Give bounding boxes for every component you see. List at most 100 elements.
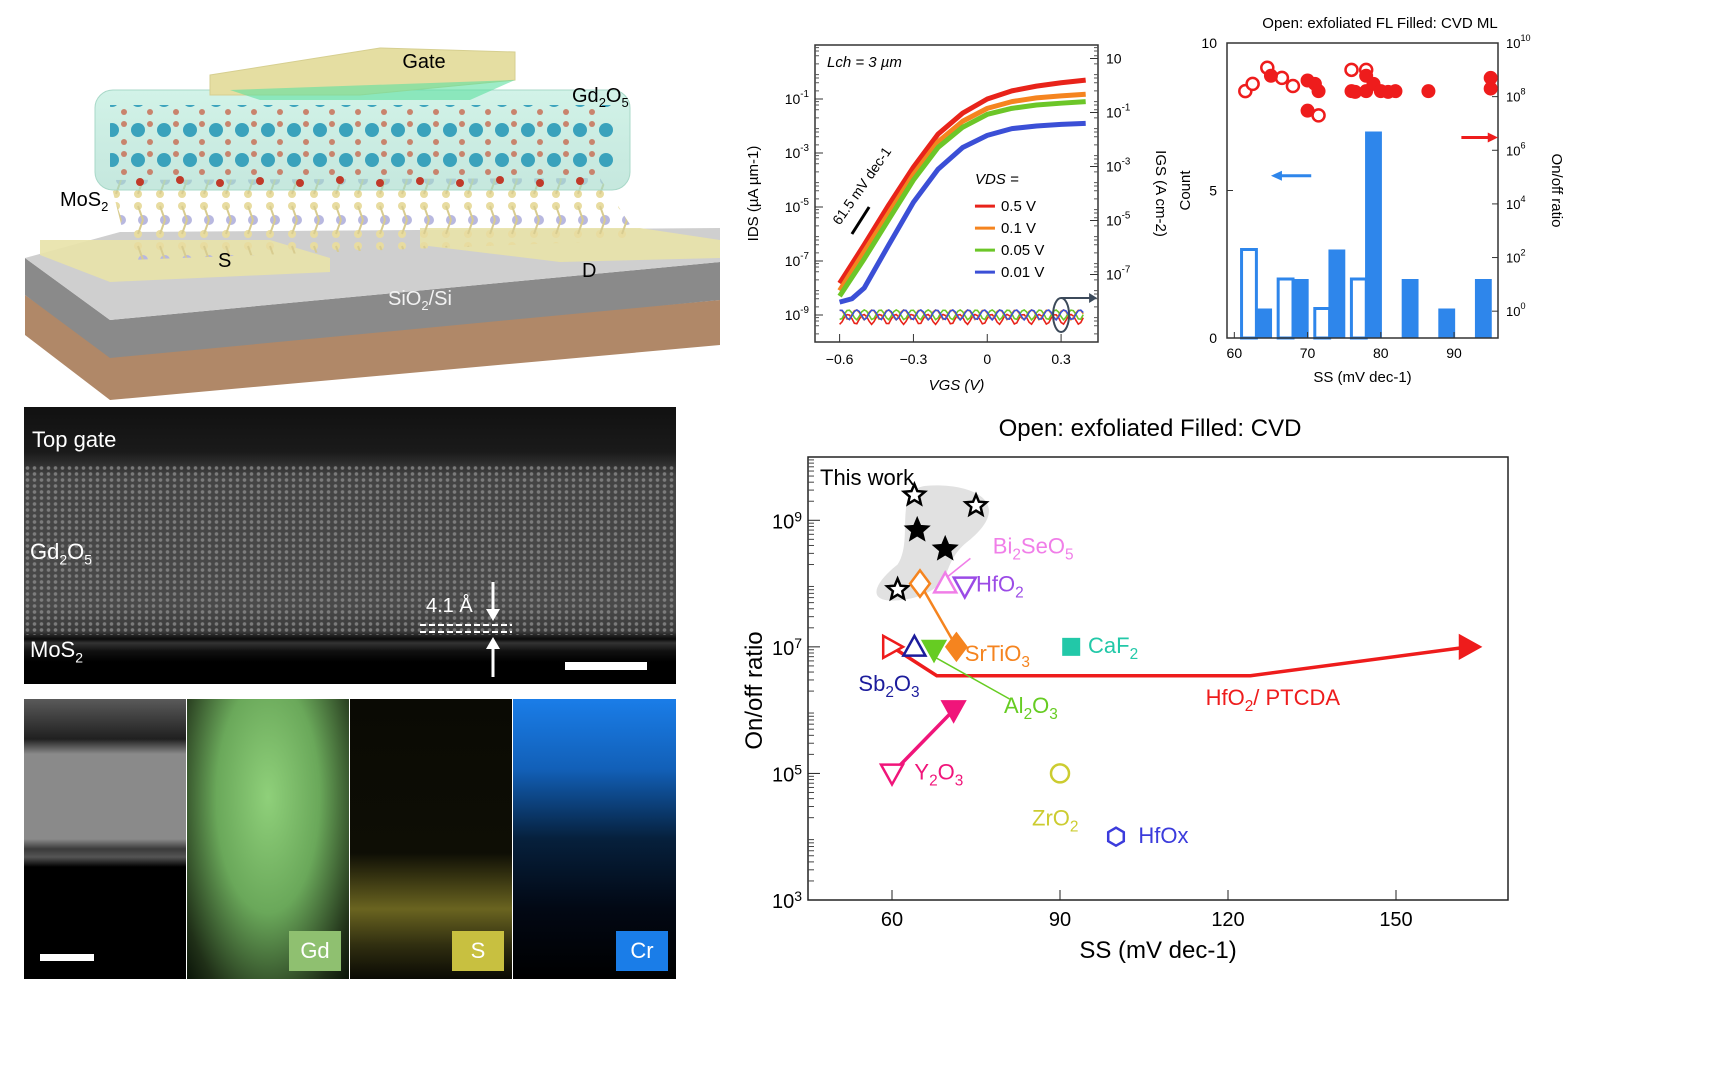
legend-label-3: 0.01 V [1001,264,1044,281]
tem-oxide-label: Gd2O5 [30,539,93,568]
oxygen-atoms [136,176,584,187]
arrow-line-1 [891,645,1470,678]
eds-scale-bar [40,954,94,961]
scale-bar [565,662,647,670]
eds-tag-s: S [452,931,504,971]
marker-this-work [900,480,928,507]
y-right-axis-label: On/off ratio [1548,154,1565,228]
label-srtio3: SrTiO3 [965,641,1030,671]
x-tick-label: 80 [1373,345,1389,361]
y-right-tick-label: 102 [1506,248,1526,266]
mos2-label: MoS2 [60,189,108,214]
marker-al2o3 [920,639,948,664]
curve-1 [837,91,1086,292]
benchmark-svg: Open: exfoliated Filled: CVD 60 90 120 150 10… [741,415,1509,964]
scatter-point-filled [1421,84,1436,99]
scatter-point-open [1285,78,1301,94]
label-hfo2: HfO2 [976,571,1024,601]
bar-open [1276,277,1295,340]
scatter-point-filled [1483,70,1498,85]
x-tick-label: 70 [1300,345,1316,361]
transfer-curve-chart: −0.6 −0.3 0 0.3 10-1 10-3 10-5 10-7 10-9 10 10-1 10… [730,20,1170,400]
marker-hfo2-ptcda [881,633,906,660]
right-axis-arrow-head [1487,132,1498,143]
eds-tag-gd: Gd [289,931,341,971]
bi2seo5-leader [947,557,971,577]
device-schematic: Gate Gd2O5 MoS2 S D SiO2/Si [0,0,720,400]
ss-histogram-chart: Open: exfoliated FL Filled: CVD ML 60 70 80… [1177,0,1719,400]
y-axis-label: IDS (µA µm-1) [745,146,762,242]
y-right-tick-label: 100 [1506,301,1526,319]
marker-this-work [903,515,931,542]
y-right-axis-label: IGS (A cm-2) [1152,150,1169,237]
label-sb2o3: Sb2O3 [858,671,919,701]
gate-glow [230,80,515,100]
right-axis-arrow-head [1089,293,1098,303]
label-zro2: ZrO2 [1032,806,1078,836]
top-gate-label: Top gate [32,427,117,452]
arrow-up-head [486,637,500,649]
marker-sb2o3 [901,633,928,657]
leakage-ellipse [1052,297,1071,333]
scatter-point-filled [1311,84,1326,99]
x-tick-label: 150 [1379,909,1412,931]
plot-frame [807,456,1509,901]
scatter-point-filled [1483,81,1498,96]
legend-title: VDS = [975,171,1019,188]
y-tick-label: 5 [1209,183,1217,199]
ss-histogram-svg: Open: exfoliated FL Filled: CVD ML 60 70 80… [1177,15,1565,386]
al2o3-leader [933,656,1010,700]
x-tick-label: −0.6 [826,351,854,367]
spacing-label: 4.1 Å [426,595,473,617]
y-right-tick-label: 106 [1506,140,1526,158]
eds-map-cr: Cr [513,699,676,979]
y-right-tick-label: 10-1 [1106,103,1130,121]
label-bi2seo5: Bi2SeO5 [993,533,1074,563]
eds-map-gd: Gd [187,699,349,979]
si-substrate [25,295,720,400]
marker-srtio3 [944,631,968,663]
marker-this-work [962,491,990,518]
gate-leakage-2 [839,308,1084,322]
y-tick-label: 109 [772,508,802,533]
curve-3 [838,120,1086,305]
marker-hfox [1106,826,1126,848]
bar-open [1313,307,1332,340]
lattice-pattern [24,465,676,635]
eds-tag-cr: Cr [616,931,668,971]
y-tick-label: 10-9 [785,305,809,323]
sio2-layer [25,258,720,358]
tem-mos2-label: MoS2 [30,637,84,666]
legend-label-0: 0.5 V [1001,198,1036,215]
ss-slope-line [850,206,871,235]
gate-label: Gate [402,51,445,73]
eds-map-s: S [350,699,512,979]
plot-frame [814,44,1099,343]
x-tick-label: 0.3 [1051,351,1071,367]
y-tick-label: 10-3 [785,143,810,161]
oxide-label: Gd2O5 [572,85,629,110]
substrate-label: SiO2/Si [388,288,452,313]
tem-annotations [420,582,647,677]
chart-title: Open: exfoliated FL Filled: CVD ML [1262,15,1497,32]
bar-filled [1291,279,1309,338]
curve-2 [837,99,1086,298]
left-axis-arrow-head [1270,170,1282,181]
x-tick-label: 60 [1227,345,1243,361]
marker-bi2seo5 [932,569,959,594]
bar-filled [1401,279,1419,338]
y-tick-label: 10 [1201,35,1217,51]
marker-y2o3 [940,700,967,724]
bar-filled [1438,308,1456,338]
source-label: S [218,250,231,272]
bar-open [1349,277,1368,340]
y-tick-label: 10-1 [785,89,809,107]
bar-open [1240,248,1258,340]
bar-filled [1365,131,1382,338]
arrow-line-2 [890,708,955,775]
x-axis-label: SS (mV dec-1) [1313,369,1411,386]
y-tick-label: 0 [1209,330,1217,346]
y-tick-label: 105 [772,761,802,786]
x-tick-label: 120 [1211,909,1244,931]
bar-filled [1255,308,1273,338]
